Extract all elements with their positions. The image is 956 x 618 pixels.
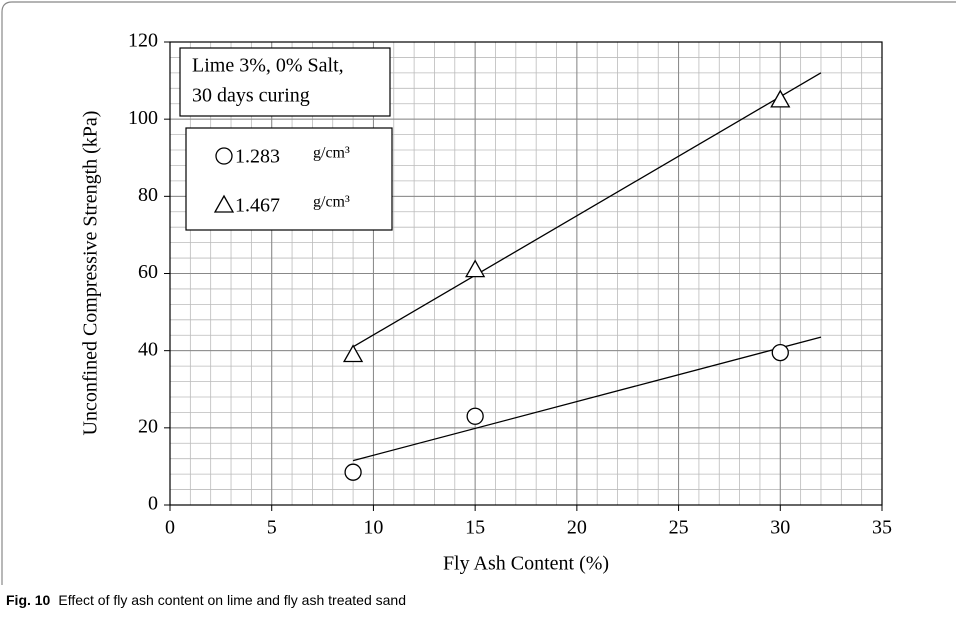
x-tick-label: 10 [363, 517, 383, 539]
marker [466, 407, 484, 425]
trendline [352, 336, 822, 462]
legend-unit: g/cm³ [313, 194, 350, 211]
x-tick-label: 30 [770, 517, 790, 539]
x-tick-label: 35 [872, 517, 892, 539]
annotation-box [179, 47, 391, 117]
plot-frame [169, 41, 883, 506]
caption-text: Effect of fly ash content on lime and fl… [58, 592, 406, 608]
marker [344, 463, 362, 481]
x-tick-label: 20 [567, 517, 587, 539]
y-tick-label: 0 [148, 493, 158, 515]
caption: Fig. 10 Effect of fly ash content on lime… [6, 592, 406, 608]
figure-frame [1, 1, 956, 585]
y-tick-label: 120 [128, 30, 158, 52]
x-tick-label: 25 [669, 517, 689, 539]
x-axis-label: Fly Ash Content (%) [443, 553, 609, 575]
annotation-text: Lime 3%, 0% Salt, [192, 55, 344, 77]
marker [215, 147, 233, 165]
marker [342, 344, 364, 363]
y-axis-label: Unconfined Compressive Strength (kPa) [80, 111, 102, 436]
marker [770, 89, 791, 108]
marker [771, 343, 789, 362]
legend-label: 1.283 [235, 146, 280, 168]
y-tick-label: 100 [128, 107, 158, 129]
legend-box [185, 127, 393, 231]
y-tick-label: 60 [138, 261, 158, 283]
x-tick-label: 15 [465, 517, 485, 539]
trendline [352, 72, 822, 348]
annotation-text: 30 days curing [192, 85, 310, 107]
legend-label: 1.467 [235, 195, 280, 217]
y-tick-label: 20 [138, 415, 158, 437]
legend-unit: g/cm³ [313, 145, 350, 162]
marker [213, 194, 235, 213]
marker [465, 259, 486, 278]
x-tick-label: 0 [165, 517, 175, 539]
y-tick-label: 80 [138, 184, 158, 206]
caption-label: Fig. 10 [6, 592, 51, 608]
x-tick-label: 5 [267, 517, 277, 539]
y-tick-label: 40 [138, 338, 158, 360]
